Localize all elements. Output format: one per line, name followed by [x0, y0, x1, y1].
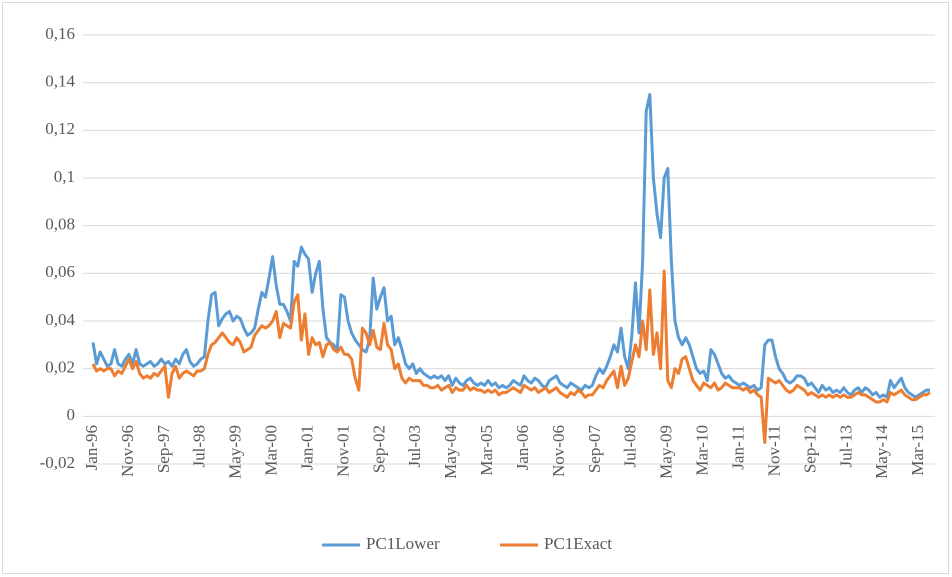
x-tick-label: Jul-98 — [190, 425, 209, 468]
x-tick-label: Nov-06 — [549, 425, 568, 477]
y-tick-label: 0,04 — [45, 310, 75, 329]
x-tick-label: Jul-13 — [836, 425, 855, 468]
data-line — [91, 269, 931, 445]
legend-label: PC1Lower — [366, 534, 440, 553]
x-tick-label: Jan-06 — [513, 425, 532, 470]
x-tick-label: Mar-00 — [262, 425, 281, 476]
y-tick-label: -0,02 — [40, 453, 75, 472]
x-tick-label: Jul-08 — [621, 425, 640, 468]
x-tick-label: Mar-05 — [477, 425, 496, 476]
x-tick-label: May-09 — [657, 425, 676, 479]
x-tick-label: Sep-97 — [154, 425, 173, 474]
x-tick-label: Jul-03 — [405, 425, 424, 468]
x-tick-label: Mar-10 — [693, 425, 712, 476]
x-tick-label: Sep-12 — [800, 425, 819, 473]
x-tick-label: Nov-11 — [764, 425, 783, 476]
x-tick-label: Sep-07 — [585, 425, 604, 474]
x-tick-label: Jan-01 — [297, 425, 316, 470]
x-tick-label: May-99 — [226, 425, 245, 479]
legend-label: PC1Exact — [544, 534, 612, 553]
y-tick-label: 0,08 — [45, 215, 75, 234]
y-tick-label: 0,16 — [45, 24, 75, 43]
y-tick-label: 0,14 — [45, 72, 75, 91]
x-tick-label: May-14 — [872, 425, 891, 479]
x-tick-label: Nov-96 — [118, 425, 137, 477]
y-tick-label: 0,02 — [45, 358, 75, 377]
x-tick-label: Jan-11 — [729, 425, 748, 470]
y-tick-label: 0 — [67, 405, 76, 424]
x-tick-label: Mar-15 — [908, 425, 927, 476]
y-tick-label: 0,12 — [45, 119, 75, 138]
x-tick-label: Sep-02 — [369, 425, 388, 473]
x-tick-label: Nov-01 — [333, 425, 352, 477]
x-tick-label: Jan-96 — [82, 425, 101, 470]
y-tick-label: 0,06 — [45, 262, 75, 281]
x-tick-label: May-04 — [441, 425, 460, 479]
data-line — [91, 93, 930, 399]
y-tick-label: 0,1 — [54, 167, 75, 186]
